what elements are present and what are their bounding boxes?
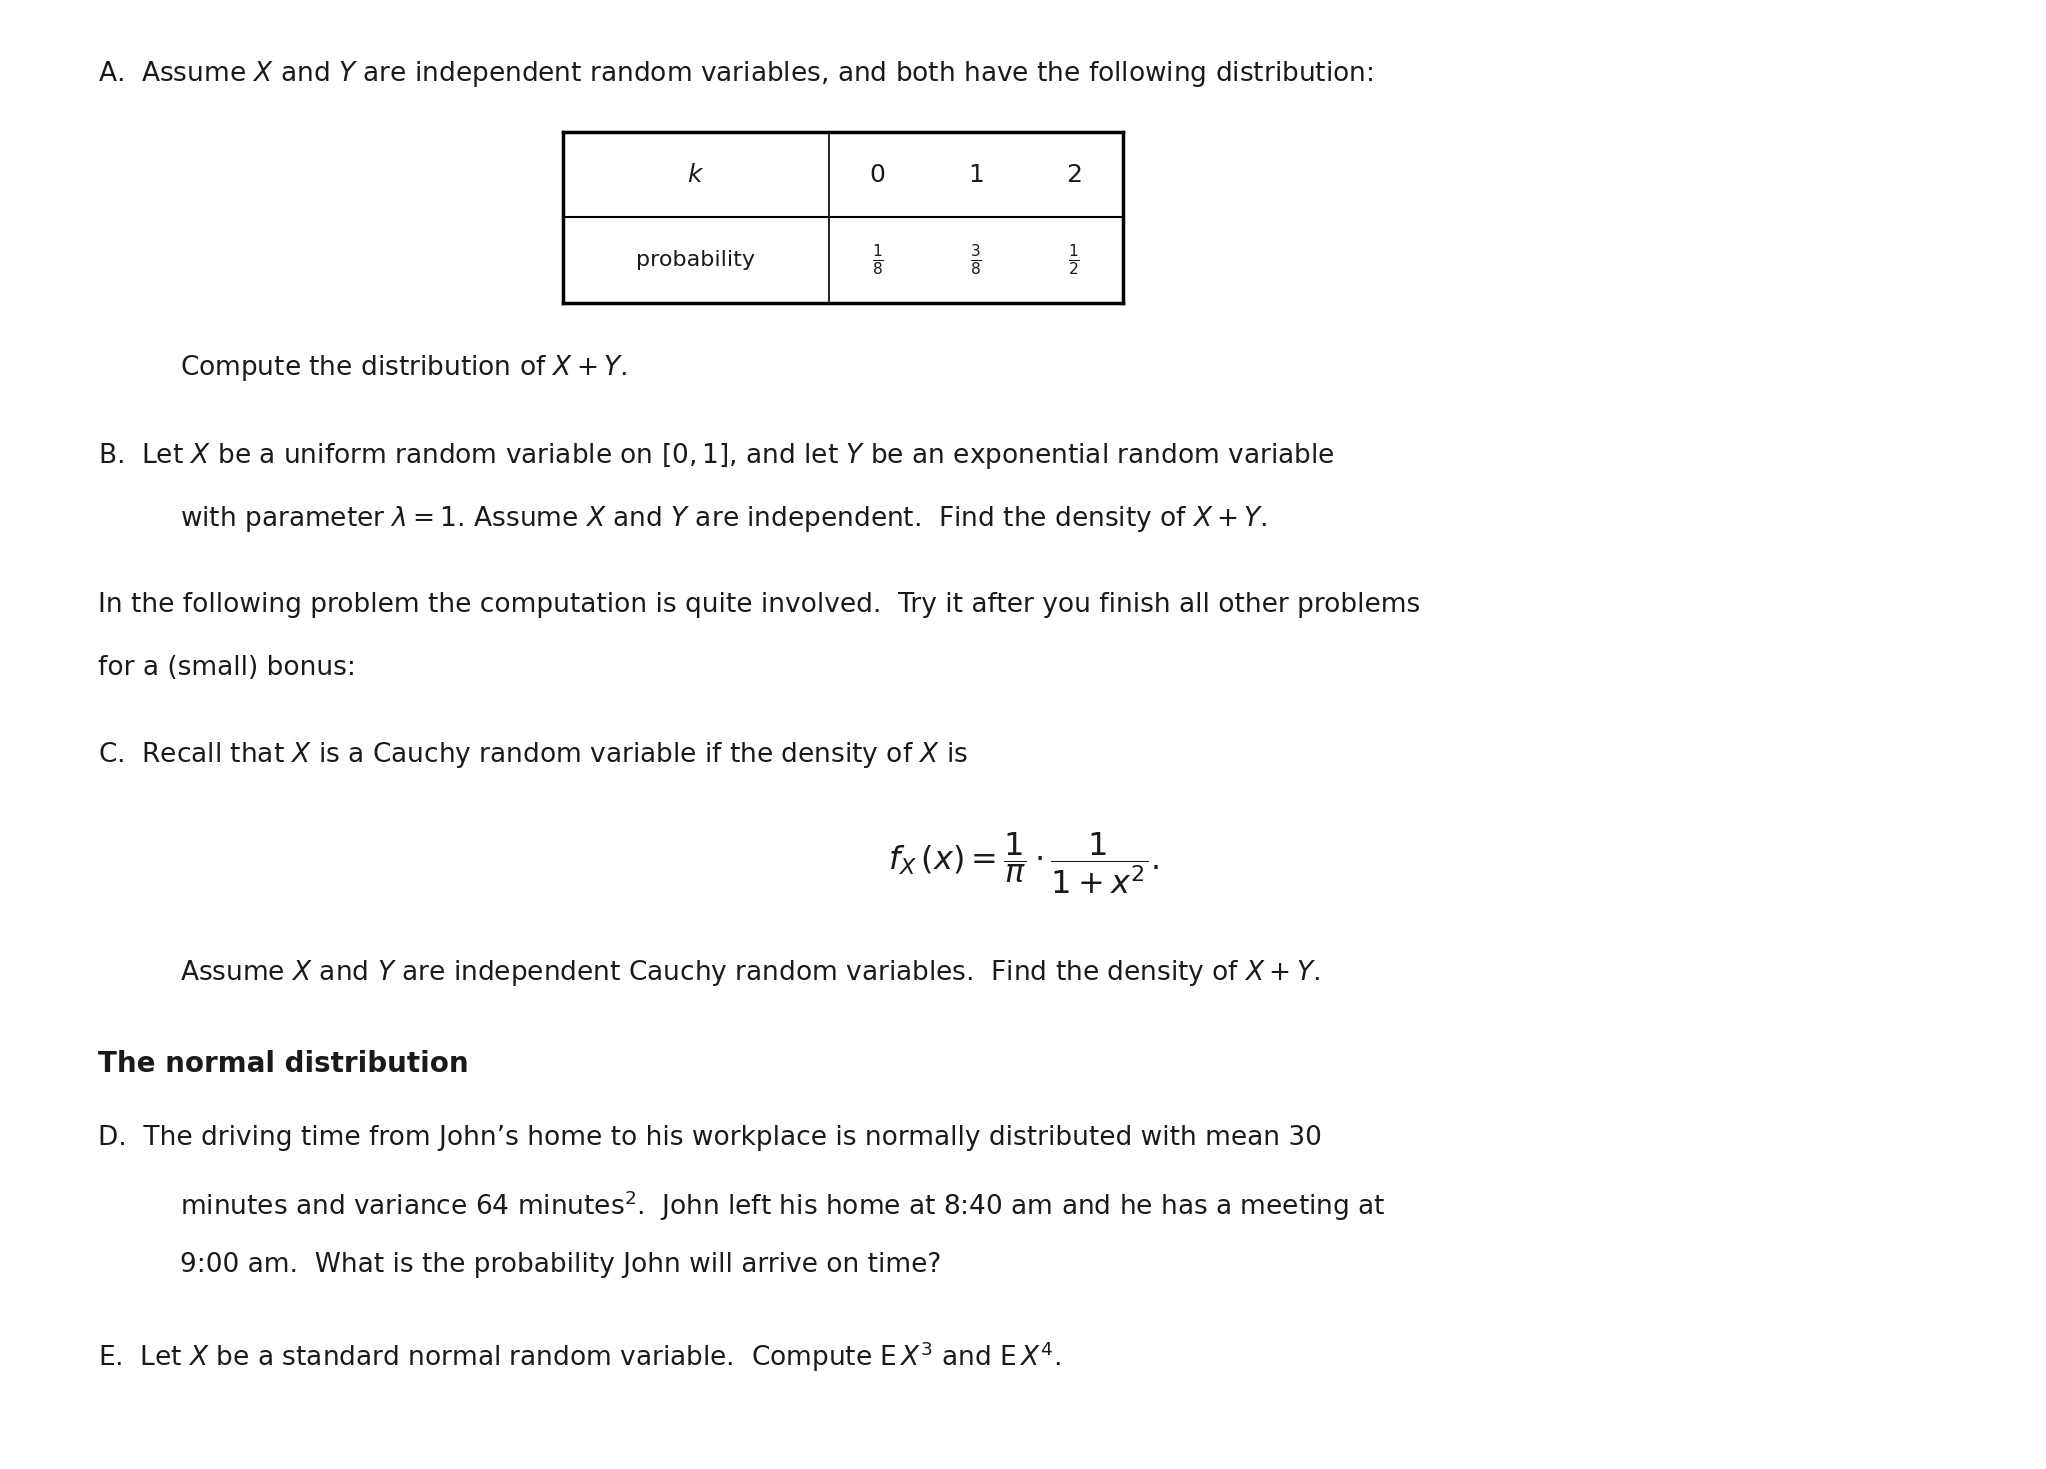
Bar — [563, 217, 1123, 303]
Text: The normal distribution: The normal distribution — [98, 1050, 469, 1078]
Text: Assume $X$ and $Y$ are independent Cauchy random variables.  Find the density of: Assume $X$ and $Y$ are independent Cauch… — [180, 958, 1320, 987]
Text: with parameter $\lambda = 1$. Assume $X$ and $Y$ are independent.  Find the dens: with parameter $\lambda = 1$. Assume $X$… — [180, 504, 1269, 533]
Text: minutes and variance 64 minutes$^2$.  John left his home at 8:40 am and he has a: minutes and variance 64 minutes$^2$. Joh… — [180, 1188, 1385, 1222]
Text: 0: 0 — [870, 163, 886, 187]
Text: 9:00 am.  What is the probability John will arrive on time?: 9:00 am. What is the probability John wi… — [180, 1252, 941, 1278]
Text: $\frac{1}{8}$: $\frac{1}{8}$ — [872, 242, 884, 278]
Text: $\frac{1}{2}$: $\frac{1}{2}$ — [1068, 242, 1080, 278]
Text: C.  Recall that $X$ is a Cauchy random variable if the density of $X$ is: C. Recall that $X$ is a Cauchy random va… — [98, 740, 968, 770]
Text: In the following problem the computation is quite involved.  Try it after you fi: In the following problem the computation… — [98, 592, 1420, 618]
Text: $f_X\,(x) = \dfrac{1}{\pi} \cdot \dfrac{1}{1+x^2}.$: $f_X\,(x) = \dfrac{1}{\pi} \cdot \dfrac{… — [888, 830, 1158, 896]
Text: Compute the distribution of $X + Y$.: Compute the distribution of $X + Y$. — [180, 353, 626, 382]
Text: B.  Let $X$ be a uniform random variable on $[0, 1]$, and let $Y$ be an exponent: B. Let $X$ be a uniform random variable … — [98, 441, 1334, 470]
Text: probability: probability — [636, 250, 755, 270]
Bar — [563, 132, 1123, 217]
Text: 1: 1 — [968, 163, 984, 187]
Text: 2: 2 — [1066, 163, 1082, 187]
Text: for a (small) bonus:: for a (small) bonus: — [98, 655, 356, 682]
Text: D.  The driving time from John’s home to his workplace is normally distributed w: D. The driving time from John’s home to … — [98, 1125, 1322, 1152]
Text: E.  Let $X$ be a standard normal random variable.  Compute $\mathrm{E}\,X^3$ and: E. Let $X$ be a standard normal random v… — [98, 1340, 1062, 1374]
Text: $k$: $k$ — [687, 163, 704, 187]
Text: $\frac{3}{8}$: $\frac{3}{8}$ — [970, 242, 982, 278]
Text: A.  Assume $X$ and $Y$ are independent random variables, and both have the follo: A. Assume $X$ and $Y$ are independent ra… — [98, 59, 1373, 88]
